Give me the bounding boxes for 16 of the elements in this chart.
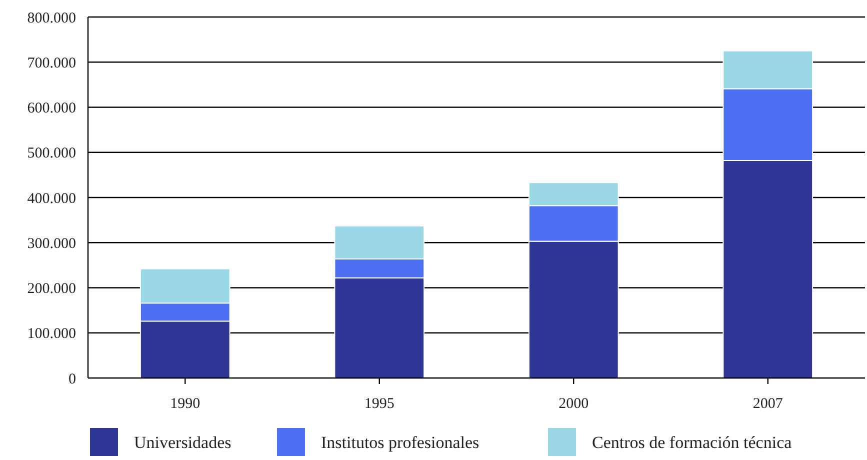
x-tick-label: 1995 bbox=[364, 396, 394, 412]
y-tick-label: 700.000 bbox=[27, 55, 76, 72]
legend-label: Institutos profesionales bbox=[321, 433, 480, 452]
y-tick-label: 600.000 bbox=[27, 100, 76, 116]
legend-label: Universidades bbox=[134, 433, 232, 452]
y-tick-label: 500.000 bbox=[27, 146, 76, 162]
x-tick-label: 2000 bbox=[558, 396, 589, 412]
y-tick-label: 300.000 bbox=[27, 236, 76, 252]
y-tick-label: 400.000 bbox=[27, 190, 76, 207]
y-tick-label: 0 bbox=[68, 371, 76, 388]
y-tick-label: 800.000 bbox=[27, 10, 76, 26]
y-tick-label: 100.000 bbox=[27, 326, 76, 342]
legend-label: Centros de formación técnica bbox=[592, 433, 792, 452]
y-tick-label: 200.000 bbox=[27, 281, 76, 297]
x-tick-label: 2007 bbox=[752, 396, 784, 412]
x-tick-label: 1990 bbox=[170, 396, 200, 412]
